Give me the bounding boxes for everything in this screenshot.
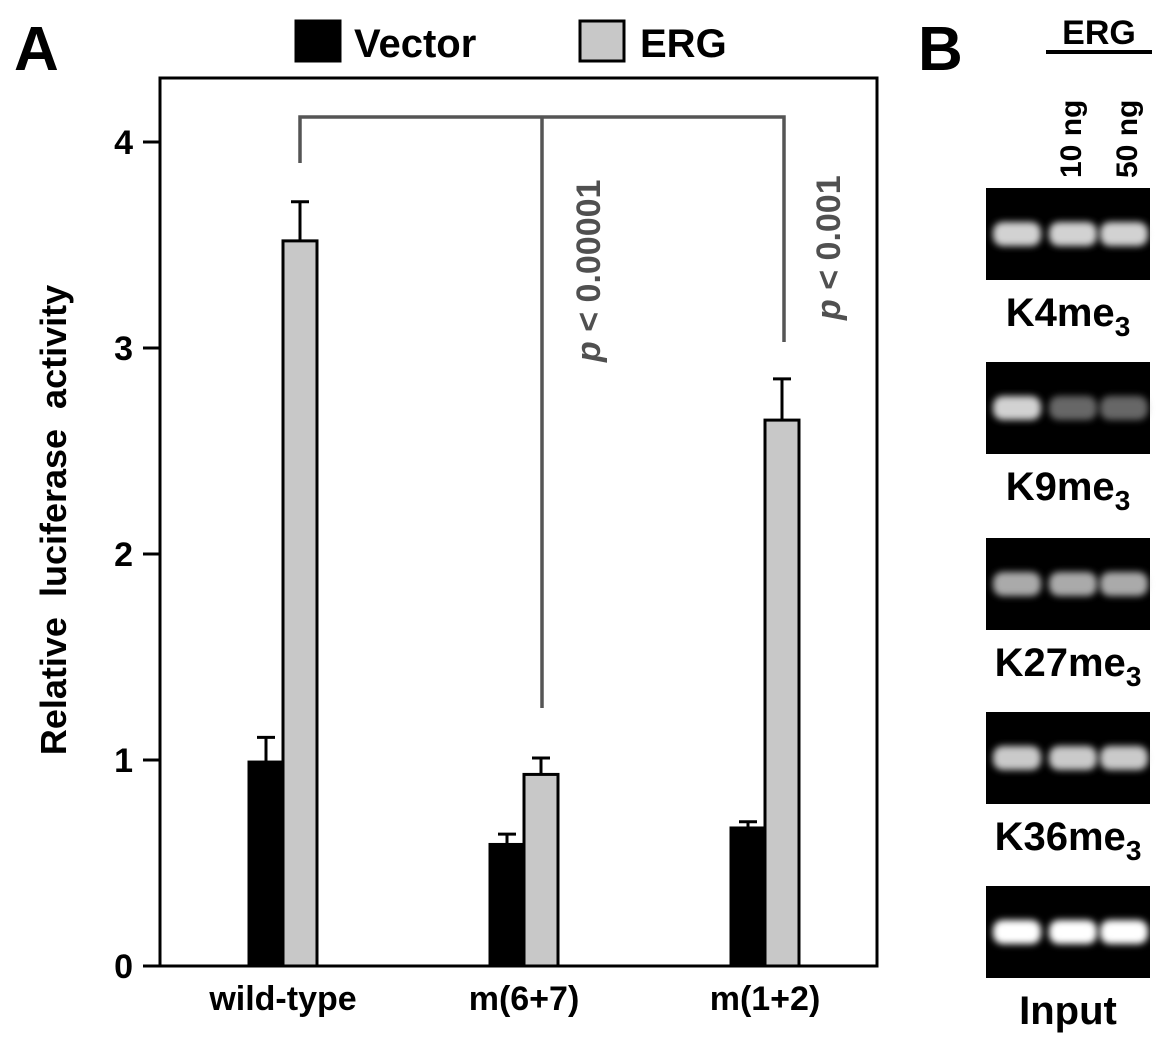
category-label-2: m(1+2)	[710, 980, 821, 1018]
gel-band	[1049, 222, 1097, 246]
gel-band	[993, 222, 1041, 246]
gel-k27me3: K27me3	[986, 538, 1150, 692]
error-bars	[257, 200, 791, 845]
legend: Vector ERG	[294, 19, 727, 66]
y-tick-label: 4	[114, 124, 133, 162]
gel-band	[1100, 746, 1148, 770]
gel-band	[993, 746, 1041, 770]
gel-label: K9me3	[1006, 465, 1131, 516]
gel-band	[993, 396, 1041, 420]
gel-k9me3: K9me3	[986, 362, 1150, 516]
category-label-1: m(6+7)	[469, 980, 580, 1018]
y-tick-label: 0	[114, 948, 133, 986]
bars	[247, 239, 801, 968]
bar-erg-0	[281, 239, 319, 968]
gel-band	[1100, 396, 1148, 420]
gel-band	[1100, 920, 1148, 944]
gel-band	[993, 920, 1041, 944]
panel-b-letter: B	[918, 15, 963, 84]
gel-band	[1049, 746, 1097, 770]
bar-vector-2	[729, 826, 767, 968]
legend-swatch-vector	[294, 19, 342, 63]
gel-k4me3: K4me3	[986, 188, 1150, 342]
y-tick-label: 1	[114, 742, 133, 780]
y-axis-label: Relative luciferase activity	[33, 285, 74, 755]
bar-vector-0	[247, 760, 285, 968]
bar-erg-1	[522, 772, 560, 968]
gel-band	[1100, 572, 1148, 596]
gel-band	[1100, 222, 1148, 246]
legend-label-vector: Vector	[354, 22, 476, 66]
bar-erg-2	[763, 418, 801, 968]
bar-vector-1	[488, 842, 526, 968]
erg-header: ERG	[1062, 14, 1136, 52]
gel-label: K4me3	[1006, 291, 1131, 342]
category-labels: wild-type m(6+7) m(1+2)	[208, 980, 820, 1018]
gel-band	[1049, 920, 1097, 944]
category-label-0: wild-type	[208, 980, 356, 1018]
significance-bracket	[298, 115, 786, 708]
legend-label-erg: ERG	[640, 22, 727, 66]
gel-band	[993, 572, 1041, 596]
gel-input: Input	[986, 886, 1150, 1033]
y-tick-label: 2	[114, 536, 133, 574]
gel-k36me3: K36me3	[986, 712, 1150, 866]
gel-label: Input	[1019, 989, 1117, 1033]
gel-blots: K4me3 K9me3 K27me3 K36me3 Input	[986, 188, 1150, 1033]
p-value-m67: p < 0.00001	[570, 180, 608, 363]
y-axis-ticks: 0 1 2 3 4	[114, 124, 160, 986]
p-value-m12: p < 0.001	[810, 175, 848, 321]
legend-swatch-erg	[578, 19, 626, 63]
y-tick-label: 3	[114, 330, 133, 368]
lane-label-10ng: 10 ng	[1055, 100, 1088, 178]
lane-label-50ng: 50 ng	[1111, 100, 1144, 178]
gel-label: K27me3	[995, 641, 1142, 692]
gel-band	[1049, 396, 1097, 420]
panel-a-letter: A	[14, 15, 59, 84]
gel-band	[1049, 572, 1097, 596]
gel-label: K36me3	[995, 815, 1142, 866]
